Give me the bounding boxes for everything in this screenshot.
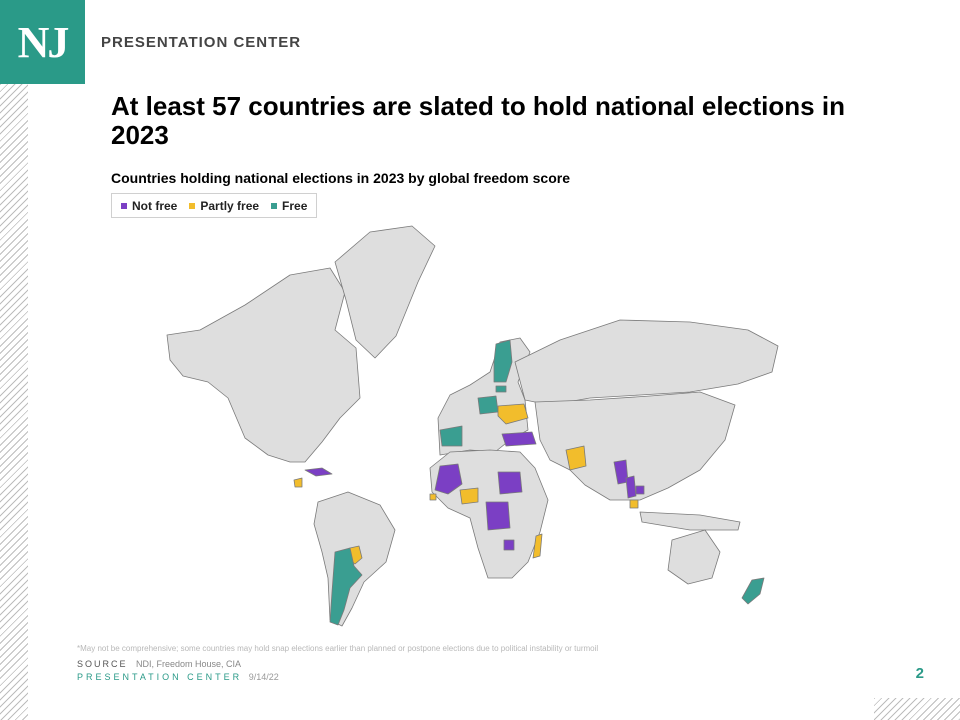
map-region-cuba xyxy=(304,467,333,477)
legend-swatch-partly-free xyxy=(189,202,196,209)
legend-label-not-free: Not free xyxy=(132,198,178,213)
map-region-indonesia xyxy=(639,511,741,531)
page-number: 2 xyxy=(915,665,924,682)
map-region-finland xyxy=(493,339,513,383)
world-map xyxy=(166,225,779,627)
slide-title: At least 57 countries are slated to hold… xyxy=(111,91,845,150)
map-subtitle: Countries holding national elections in … xyxy=(111,170,570,186)
map-region-zimbabwe xyxy=(503,539,515,551)
source-text: NDI, Freedom House, CIA xyxy=(136,659,242,669)
legend-item-free: Free xyxy=(271,199,307,213)
source-label: SOURCE xyxy=(77,659,128,669)
map-region-malaysia xyxy=(629,499,639,509)
map-region-north-america xyxy=(166,267,361,463)
footer-label: PRESENTATION CENTER xyxy=(77,672,243,682)
map-region-estonia xyxy=(495,385,507,393)
map-region-argentina xyxy=(329,547,363,626)
header-label: PRESENTATION CENTER xyxy=(101,34,302,51)
map-region-spain xyxy=(439,425,463,447)
legend-swatch-free xyxy=(271,202,278,209)
map-region-turkey xyxy=(501,431,537,447)
logo-text: NJ xyxy=(17,17,70,67)
map-region-dr-congo xyxy=(485,501,511,531)
footer-date: 9/14/22 xyxy=(248,672,279,682)
map-region-sierra-leone xyxy=(429,493,437,501)
source-line: SOURCE NDI, Freedom House, CIA xyxy=(77,659,241,669)
map-region-pakistan xyxy=(565,445,587,471)
map-region-cambodia xyxy=(635,485,645,495)
legend-label-partly-free: Partly free xyxy=(200,198,260,213)
footnote: *May not be comprehensive; some countrie… xyxy=(77,644,599,653)
decorative-hatch-bottom-right xyxy=(874,698,960,720)
map-region-madagascar xyxy=(532,533,543,559)
map-region-australia xyxy=(667,529,721,585)
map-region-guatemala xyxy=(293,477,303,488)
map-region-asia xyxy=(534,391,736,501)
map-region-russia xyxy=(514,319,779,406)
map-legend: Not free Partly free Free xyxy=(111,193,318,218)
nj-logo: NJ xyxy=(0,0,85,84)
map-region-nigeria xyxy=(459,487,479,505)
footer-line: PRESENTATION CENTER 9/14/22 xyxy=(77,672,279,682)
legend-item-partly-free: Partly free xyxy=(189,199,259,213)
map-region-new-zealand xyxy=(741,577,765,605)
map-region-mali xyxy=(434,463,463,495)
map-region-thailand xyxy=(625,475,637,499)
legend-label-free: Free xyxy=(282,198,308,213)
map-region-greenland xyxy=(334,225,436,359)
map-region-sudan xyxy=(497,471,523,495)
legend-item-not-free: Not free xyxy=(121,199,177,213)
legend-swatch-not-free xyxy=(121,202,127,209)
decorative-hatch-left xyxy=(0,84,28,720)
map-region-ukraine xyxy=(497,403,529,425)
map-region-poland xyxy=(477,395,499,415)
